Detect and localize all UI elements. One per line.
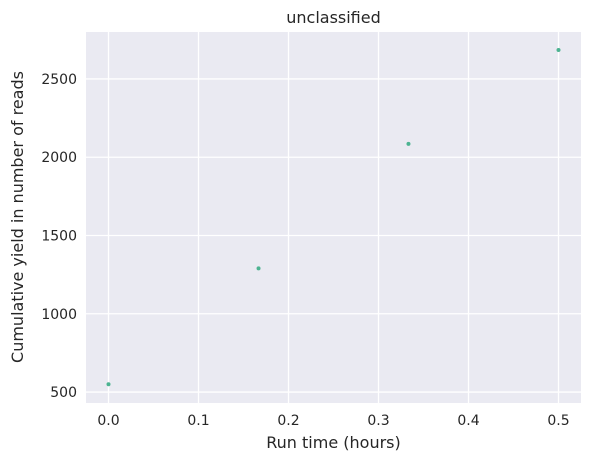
x-tick-label: 0.0 (97, 413, 119, 429)
data-point (556, 48, 561, 53)
grid-lines (86, 32, 581, 403)
y-tick-label: 2500 (41, 72, 77, 88)
x-axis-ticks: 0.0 0.1 0.2 0.3 0.4 0.5 (97, 413, 569, 429)
x-tick-label: 0.5 (547, 413, 569, 429)
data-point (106, 382, 111, 387)
x-tick-label: 0.1 (187, 413, 209, 429)
y-tick-label: 1000 (41, 307, 77, 323)
y-tick-label: 1500 (41, 229, 77, 245)
data-points (106, 48, 561, 387)
y-axis-label: Cumulative yield in number of reads (8, 71, 27, 363)
y-tick-label: 500 (50, 385, 77, 401)
chart-title: unclassified (286, 8, 381, 27)
plot-area (86, 32, 581, 403)
x-axis-label: Run time (hours) (266, 433, 400, 452)
x-tick-label: 0.2 (277, 413, 299, 429)
x-tick-label: 0.3 (367, 413, 389, 429)
y-axis-ticks: 500 1000 1500 2000 2500 (41, 72, 77, 401)
data-point (406, 141, 411, 146)
y-tick-label: 2000 (41, 150, 77, 166)
x-tick-label: 0.4 (457, 413, 479, 429)
data-point (256, 266, 261, 271)
